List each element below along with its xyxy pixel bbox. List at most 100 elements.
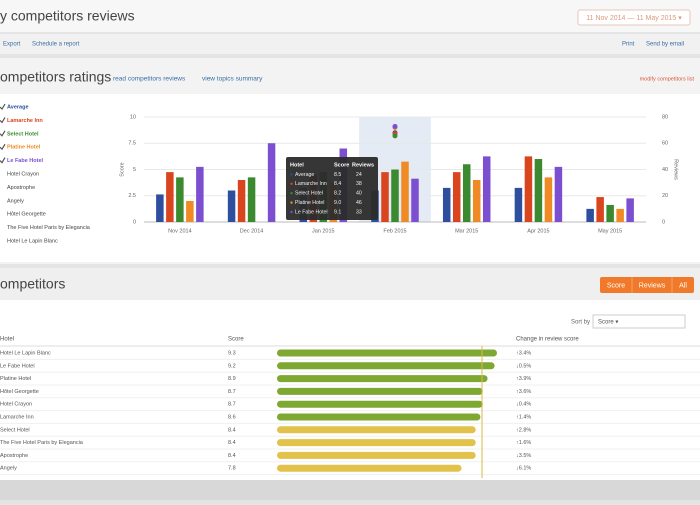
x-tick-label: May 2015 [598,228,622,234]
legend-item[interactable]: Lamarche Inn [7,118,43,124]
export-link[interactable]: Export [3,42,21,48]
score-change: ↓0.5% [516,363,531,369]
score-change: ↑1.6% [516,440,531,446]
x-tick-label: Feb 2015 [383,228,406,234]
modify-link[interactable]: modify competitors list [640,76,695,82]
tooltip-hotel: Lamarche Inn [295,181,327,187]
reviews-link[interactable]: read competitors reviews [113,76,186,83]
hotel-name: Hôtel Georgette [0,389,39,395]
legend-item[interactable]: Hotel Crayon [7,171,39,177]
review-bar [462,164,471,222]
y2-tick-label: 0 [662,219,665,225]
legend-item[interactable]: Average [7,104,29,110]
review-bar [482,156,491,222]
score-change: ↑3.4% [516,350,531,356]
checkbox[interactable] [0,117,6,124]
y-tick-label: 0 [133,219,136,225]
legend-item[interactable]: Hôtel Georgette [7,212,46,218]
score-bar [277,413,481,421]
toggle-button[interactable]: Reviews [639,282,666,289]
score-point [392,123,398,129]
sort-select[interactable] [592,314,686,329]
review-bar [186,201,194,222]
checkbox[interactable] [0,130,6,137]
review-bar [596,197,604,222]
legend-item[interactable]: Angely [7,198,24,204]
review-bar [606,204,614,222]
toggle-button[interactable]: Score [607,282,625,289]
score-change: ↑2.8% [516,427,531,433]
review-bar [196,166,204,222]
score: 8.4 [228,440,236,446]
review-bar [626,198,634,222]
tooltip-swatch [290,201,293,204]
score-change: ↓3.5% [516,453,531,459]
tooltip-swatch [290,192,293,195]
schedule-link[interactable]: Schedule a report [32,42,80,48]
score: 8.9 [228,376,236,382]
tooltip-reviews: 33 [356,209,362,215]
checkbox[interactable] [0,157,6,164]
legend-item[interactable]: Le Fabe Hotel [7,158,44,164]
score-bar [277,426,476,434]
sort-label: Sort by [571,320,590,326]
legend-item[interactable]: Apostrophe [7,185,35,191]
checkbox[interactable] [0,103,6,110]
column-header: Change in review score [516,337,579,343]
review-bar [166,172,174,222]
toggle-button[interactable]: All [679,282,687,289]
score-bar [277,451,476,459]
tooltip-header: Hotel [290,162,304,168]
competitors-title: ompetitors [0,276,65,292]
tooltip [286,157,378,220]
email-link[interactable]: Send by email [646,42,684,48]
column-header: Score [228,337,244,343]
tooltip-reviews: 40 [356,191,362,197]
score-bar [277,464,462,472]
competitors-header [0,268,700,300]
legend-item[interactable]: The Five Hotel Paris by Elegancia [7,225,91,231]
legend-item[interactable]: Platine Hotel [7,145,41,151]
y2-tick-label: 20 [662,193,668,199]
tooltip-score: 8.5 [334,172,341,178]
topics-link[interactable]: view topics summary [202,76,263,83]
tooltip-score: 8.4 [334,181,341,187]
page-title: y competitors reviews [0,8,135,24]
review-bar [442,187,451,222]
tooltip-reviews: 38 [356,181,362,187]
y-tick-label: 10 [130,114,136,120]
tooltip-score: 9.0 [334,200,341,206]
button-group [600,277,694,293]
review-bar [524,156,533,222]
date-picker[interactable] [577,9,691,26]
toolbar [0,34,700,54]
legend-item[interactable]: Select Hotel [7,131,39,137]
bottom-shade [0,480,700,500]
y-tick-label: 5 [133,167,136,173]
tooltip-hotel: Select Hotel [295,191,323,197]
tooltip-hotel: Platine Hotel [295,200,324,206]
tooltip-hotel: Le Fabe Hotel [295,209,328,215]
print-link[interactable]: Print [622,42,635,48]
sort-value[interactable]: Score ▾ [598,320,618,326]
tooltip-header: Reviews [352,162,374,168]
tooltip-swatch [290,210,293,214]
score: 9.2 [228,363,236,369]
review-bar [534,159,543,222]
review-bar [247,177,256,222]
hotel-name: Angely [0,466,17,472]
x-tick-label: Apr 2015 [527,228,549,234]
review-bar [544,177,553,222]
legend-item[interactable]: Hotel Le Lapin Blanc [7,238,58,244]
review-bar [411,178,419,222]
hotel-name: Hotel Crayon [0,402,32,408]
score-change: ↑1.4% [516,414,531,420]
date-range[interactable]: 11 Nov 2014 — 11 May 2015 ▾ [586,15,682,22]
y-tick-label: 7.5 [128,141,136,147]
tooltip-hotel: Average [295,172,314,178]
review-bar [176,177,184,222]
score: 8.4 [228,427,236,433]
review-bar [452,172,461,222]
checkbox[interactable] [0,143,6,151]
